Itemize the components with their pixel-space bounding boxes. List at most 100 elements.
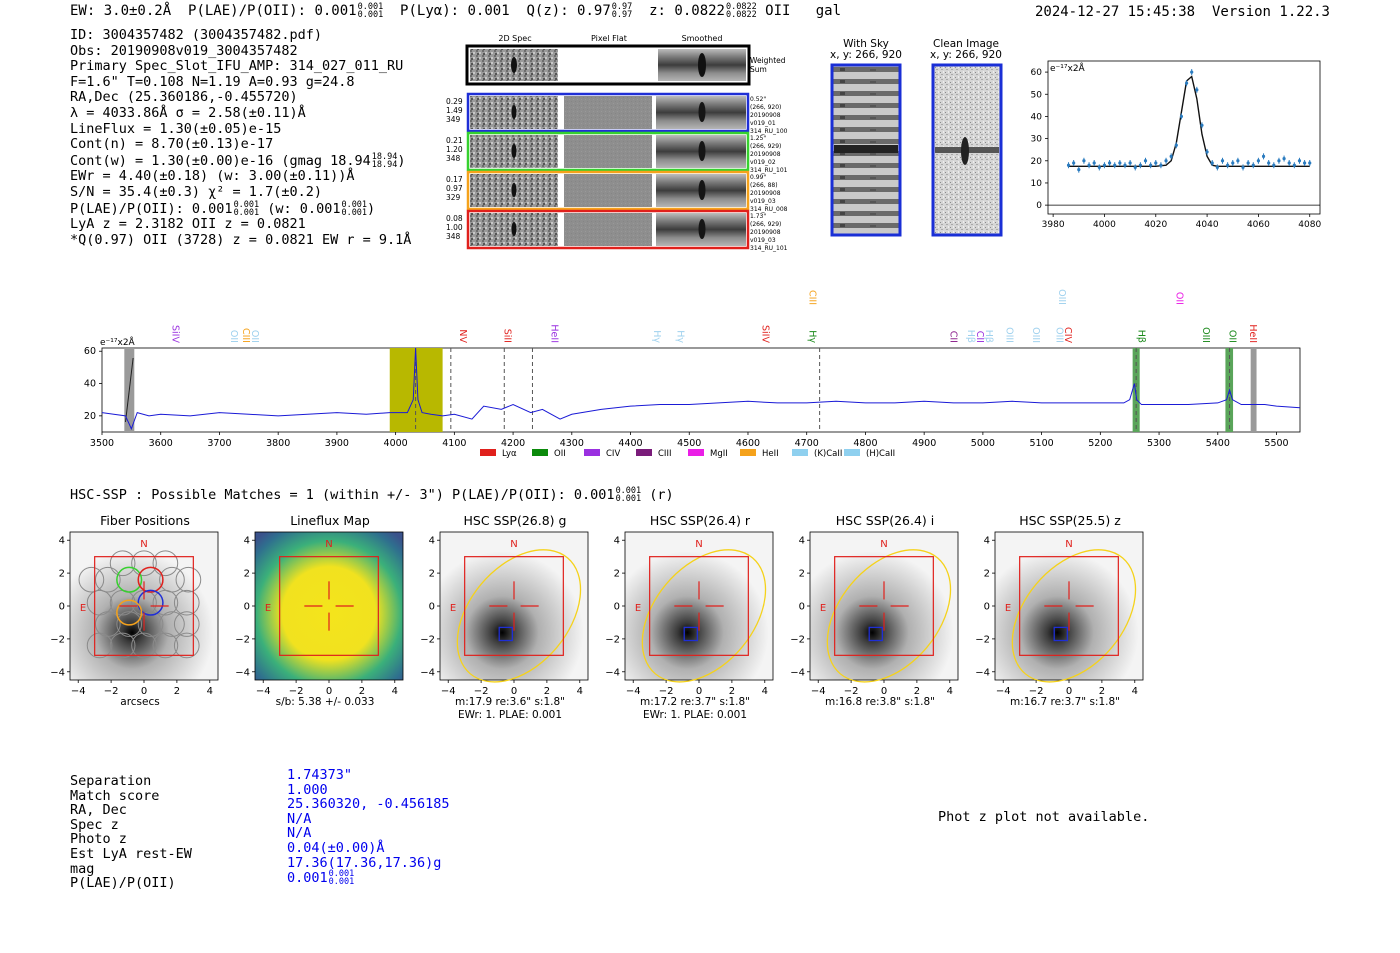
zoom-ytick-label: 10 xyxy=(1031,179,1043,189)
hsc-ytick-label: −4 xyxy=(50,667,65,678)
hsc-ytick-label: −2 xyxy=(975,634,990,645)
hsc-ytick-label: 4 xyxy=(429,536,435,547)
zoom-xtick-label: 4020 xyxy=(1144,220,1167,230)
full-xtick-label: 3600 xyxy=(149,438,173,449)
cutout-header-2dspec: 2D Spec xyxy=(498,34,531,43)
hsc-panel-caption-2: EWr: 1. PLAE: 0.001 xyxy=(615,709,775,721)
with-sky-coords: x, y: 266, 920 xyxy=(826,49,906,61)
match-ew: 0.04(±0.00)Å xyxy=(287,841,450,856)
hsc-ytick-label: 4 xyxy=(984,536,990,547)
legend-label: CIV xyxy=(606,449,620,459)
cutout-smoothed-source xyxy=(699,102,706,122)
cutout-pixel-flat xyxy=(564,96,652,129)
zoom-ytick-label: 50 xyxy=(1031,90,1043,100)
info-obs: Obs: 20190908v019_3004357482 xyxy=(70,44,411,60)
spectral-line-label: Hβ xyxy=(983,330,994,343)
hsc-ytick-label: −2 xyxy=(235,634,250,645)
cutout-stat: 0.21 xyxy=(446,136,463,145)
cutout-note: v019_03 xyxy=(750,237,776,244)
cutout-stat: 348 xyxy=(446,232,461,241)
hsc-ytick-label: 0 xyxy=(614,602,620,613)
cutout-note: v019_03 xyxy=(750,198,776,205)
cutout-note: 314_RU_101 xyxy=(750,167,788,174)
cutout-stat: 1.49 xyxy=(446,106,463,115)
hsc-panel-image: N E 4 2 0 −2 −4 −4 −2 0 2 4 xyxy=(45,530,220,710)
legend-item: Lyα xyxy=(480,449,517,459)
cutout-note: (266, 929) xyxy=(750,143,781,150)
legend-item: MgII xyxy=(688,449,728,459)
legend-item: CIII xyxy=(636,449,671,459)
zoom-plot-frame xyxy=(1048,61,1320,214)
full-xtick-label: 4600 xyxy=(736,438,760,449)
cutout-smoothed-source xyxy=(699,219,706,239)
timestamp: 2024-12-27 15:45:38 xyxy=(1035,4,1195,20)
hsc-panel-title: HSC SSP(26.8) g xyxy=(435,513,595,528)
east-label: E xyxy=(820,603,826,614)
cutout-pixel-flat xyxy=(564,135,652,168)
spectral-line-label: Hγ xyxy=(675,330,686,343)
sky-stamps xyxy=(830,63,1005,238)
cutout-pixel-flat xyxy=(564,174,652,207)
hsc-ytick-label: 4 xyxy=(799,536,805,547)
full-xtick-label: 5300 xyxy=(1147,438,1171,449)
hsc-summary: HSC-SSP : Possible Matches = 1 (within +… xyxy=(70,487,674,503)
hsc-panel-image: N E 4 2 0 −2 −4 −4 −2 0 2 4 xyxy=(785,530,960,710)
full-ytick-label: 60 xyxy=(84,346,96,357)
cutout-header-smoothed: Smoothed xyxy=(682,34,723,43)
hsc-ytick-label: 0 xyxy=(984,602,990,613)
hsc-ytick-label: −2 xyxy=(50,634,65,645)
hsc-panel-title: HSC SSP(25.5) z xyxy=(990,513,1150,528)
cutout-smoothed-source xyxy=(699,180,706,200)
hsc-ytick-label: 0 xyxy=(244,602,250,613)
north-label: N xyxy=(140,539,147,550)
hsc-ytick-label: 0 xyxy=(799,602,805,613)
full-xtick-label: 5000 xyxy=(971,438,995,449)
hsc-panel-caption: m:17.9 re:3.6" s:1.8" xyxy=(430,696,590,708)
legend-label: HeII xyxy=(762,449,779,459)
cutout-note: 1.73" xyxy=(750,213,766,220)
zoom-xtick-label: 4060 xyxy=(1247,220,1270,230)
full-xtick-label: 3800 xyxy=(266,438,290,449)
hsc-ytick-label: 2 xyxy=(429,569,435,580)
spectral-line-label: SiII xyxy=(501,329,512,343)
north-label: N xyxy=(880,539,887,550)
cutout-row: 0.211.203481.25"(266, 929)20190908v019_0… xyxy=(446,133,788,174)
hsc-panel-caption: m:17.2 re:3.7" s:1.8" xyxy=(615,696,775,708)
hsc-ytick-label: 0 xyxy=(59,602,65,613)
cutout-note: 20190908 xyxy=(750,229,781,236)
match-mag: 17.36(17.36,17.36)g xyxy=(287,856,450,871)
header-z-err: 0.0822 0.0822 xyxy=(726,3,757,19)
cutout-header-pixelflat: Pixel Flat xyxy=(591,34,627,43)
match-separation: 1.74373" xyxy=(287,768,450,783)
match-label: mag xyxy=(70,862,192,877)
info-ewr: EWr = 4.40(±0.18) (w: 3.00(±0.11))Å xyxy=(70,169,411,185)
spectral-line-label: OIII xyxy=(1200,327,1211,343)
cutout-note: (266, 920) xyxy=(750,104,781,111)
full-xtick-label: 4900 xyxy=(912,438,936,449)
match-score: 1.000 xyxy=(287,783,450,798)
legend-item: HeII xyxy=(740,449,779,459)
cutout-row: 0.170.973290.99"(266, 88)20190908v019_03… xyxy=(446,172,788,213)
zoom-ytick-label: 60 xyxy=(1031,68,1043,78)
cutout-smoothed-source xyxy=(699,141,706,161)
cutout-stat: 349 xyxy=(446,115,461,124)
info-contn: Cont(n) = 8.70(±0.13)e-17 xyxy=(70,137,411,153)
full-spectrum-frame xyxy=(102,348,1300,432)
hsc-panel-image: N E 4 2 0 −2 −4 −4 −2 0 2 4 xyxy=(415,530,590,710)
spectral-line-label: CIII xyxy=(807,290,818,305)
full-xtick-label: 4300 xyxy=(560,438,584,449)
hsc-panel-caption: m:16.8 re:3.8" s:1.8" xyxy=(800,696,960,708)
info-id: ID: 3004357482 (3004357482.pdf) xyxy=(70,28,411,44)
match-label: Est LyA rest-EW xyxy=(70,847,192,862)
cutout-source xyxy=(512,222,517,236)
with-sky-trace xyxy=(834,145,898,153)
hsc-ytick-label: 2 xyxy=(799,569,805,580)
legend-label: (K)CaII xyxy=(814,449,842,459)
fiber-cutouts: 2D Spec Pixel Flat Smoothed Weighted Sum… xyxy=(440,30,800,260)
zoom-xtick-label: 4080 xyxy=(1298,220,1321,230)
spectral-line-label: OIII xyxy=(1003,327,1014,343)
east-label: E xyxy=(635,603,641,614)
weighted-sum-label: Weighted xyxy=(750,56,786,65)
